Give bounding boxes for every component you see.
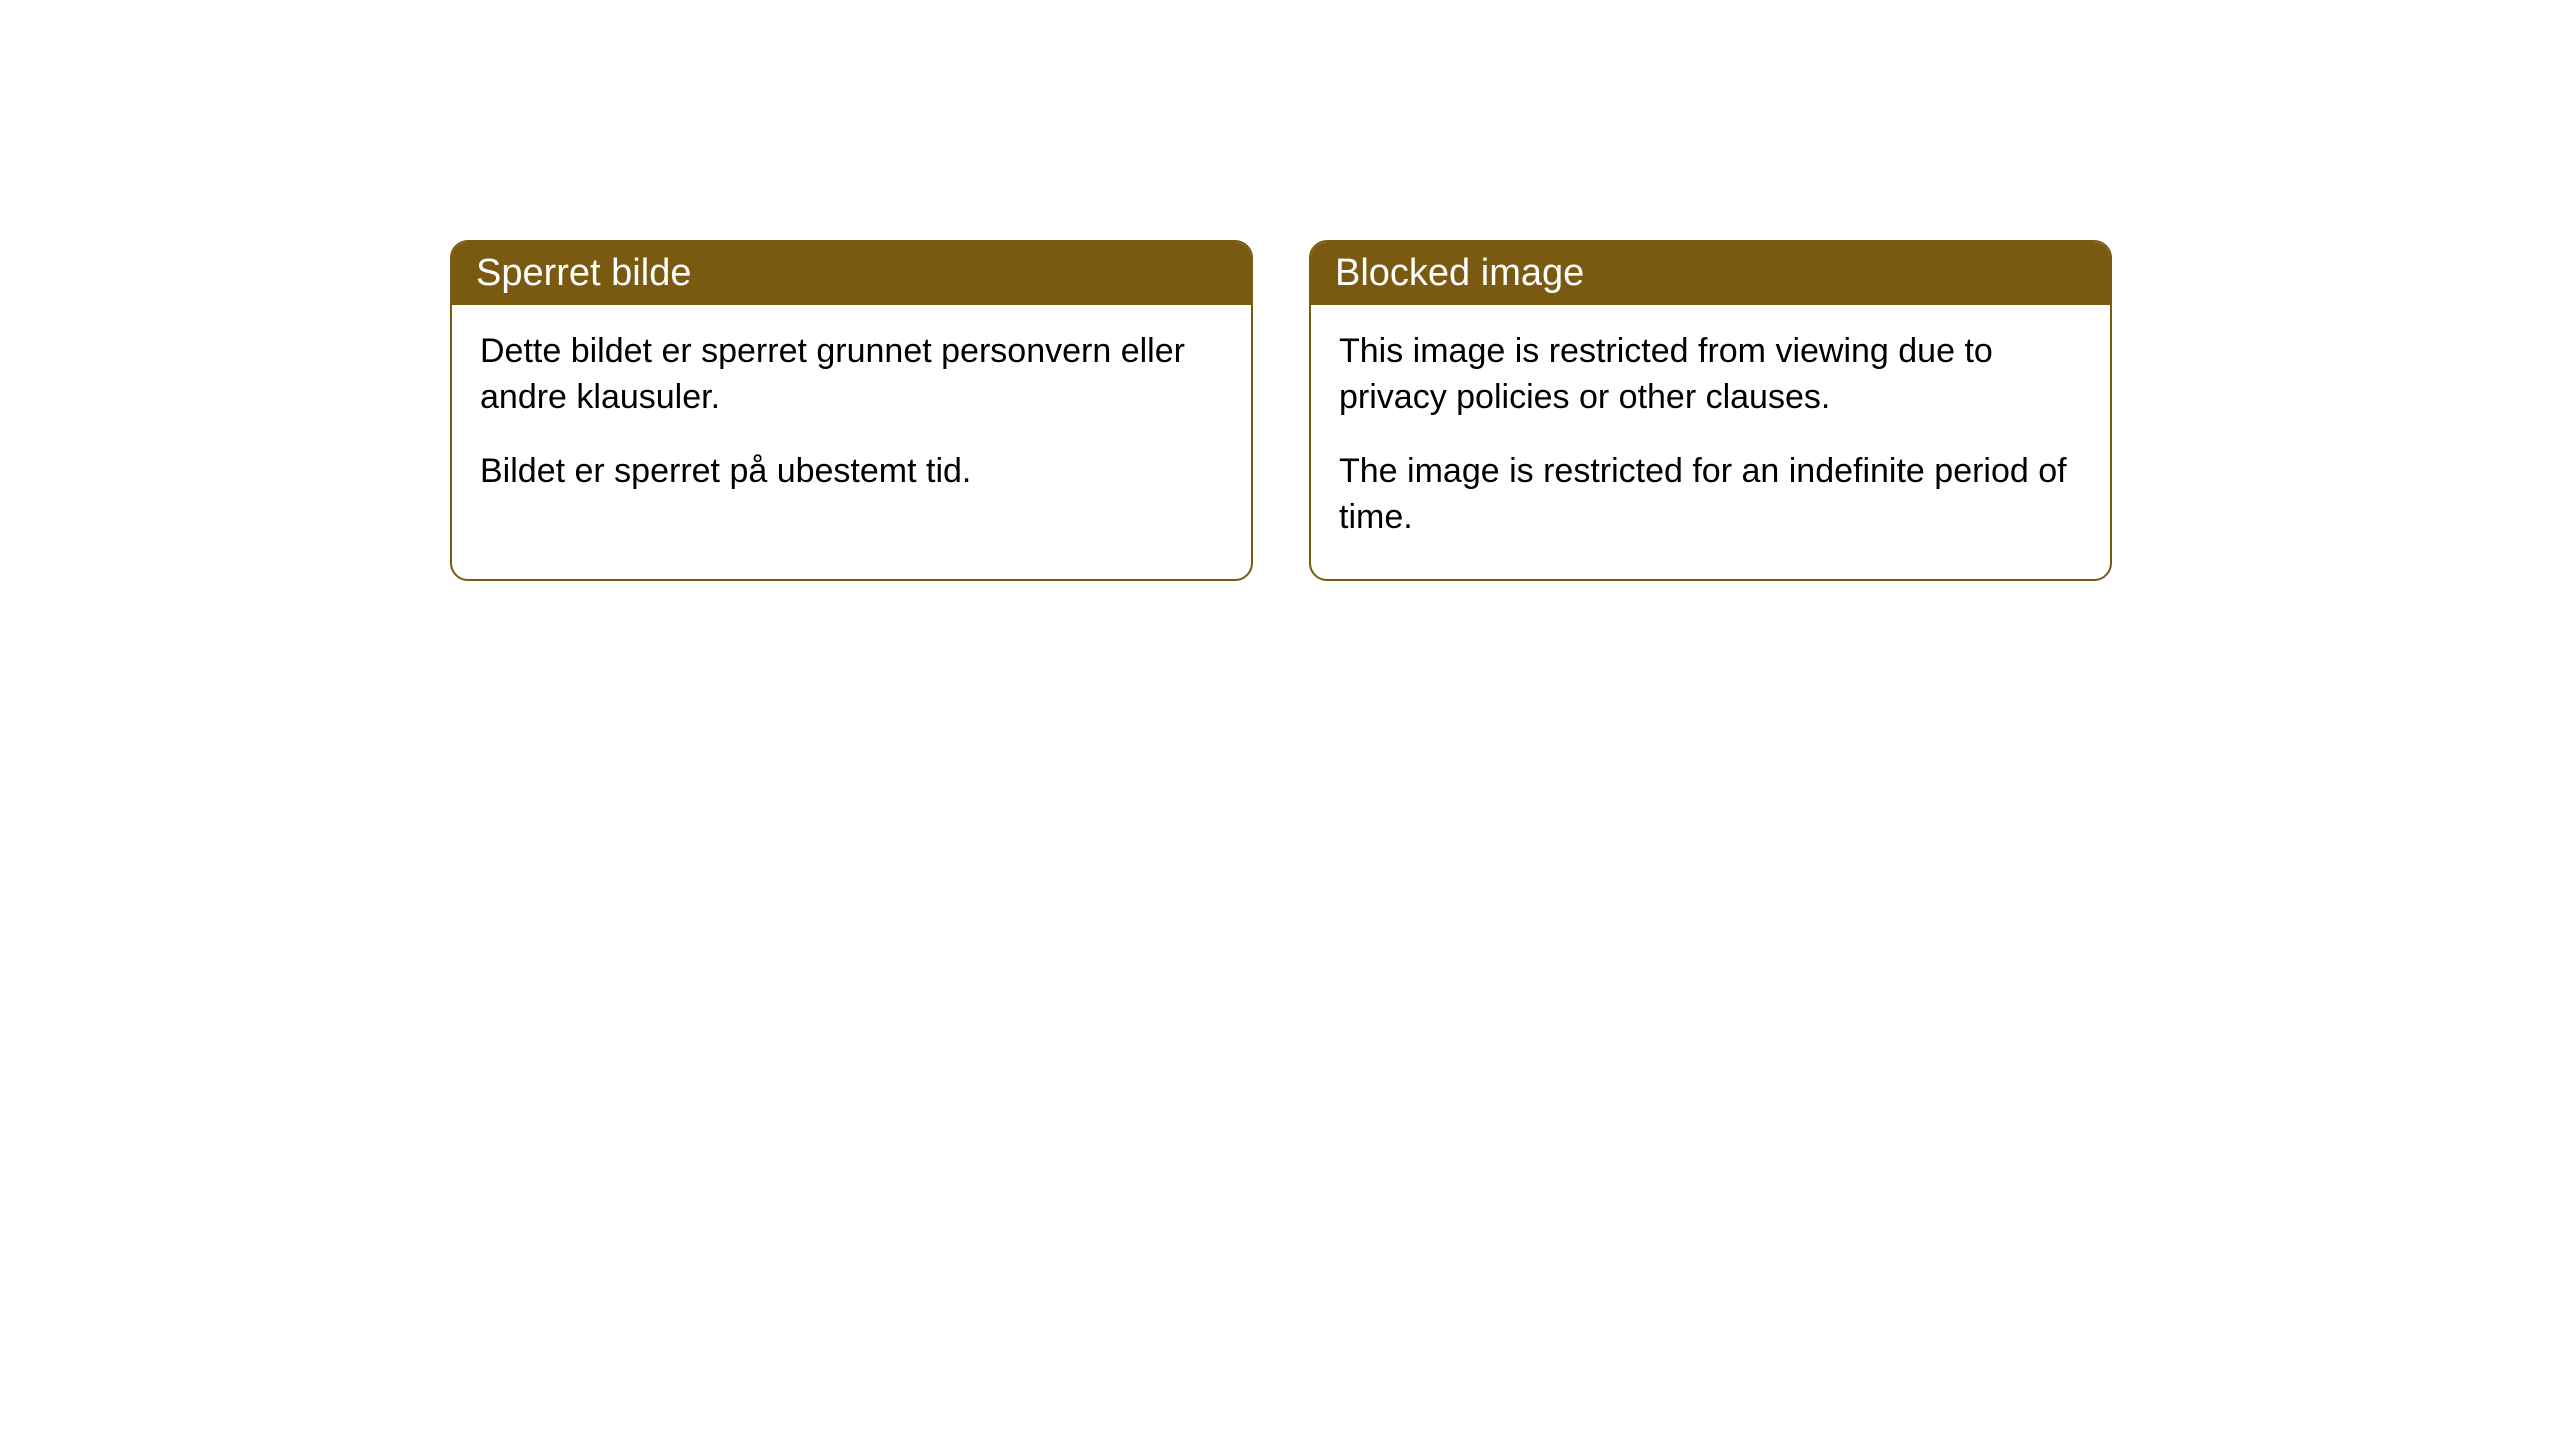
- blocked-image-card-no: Sperret bilde Dette bildet er sperret gr…: [450, 240, 1253, 581]
- notice-paragraph: The image is restricted for an indefinit…: [1339, 449, 2082, 541]
- notice-paragraph: Dette bildet er sperret grunnet personve…: [480, 329, 1223, 421]
- notice-paragraph: This image is restricted from viewing du…: [1339, 329, 2082, 421]
- notice-paragraph: Bildet er sperret på ubestemt tid.: [480, 449, 1223, 495]
- card-header: Sperret bilde: [452, 242, 1251, 305]
- blocked-image-card-en: Blocked image This image is restricted f…: [1309, 240, 2112, 581]
- card-body: Dette bildet er sperret grunnet personve…: [452, 305, 1251, 533]
- notice-container: Sperret bilde Dette bildet er sperret gr…: [450, 240, 2560, 581]
- card-body: This image is restricted from viewing du…: [1311, 305, 2110, 579]
- card-header: Blocked image: [1311, 242, 2110, 305]
